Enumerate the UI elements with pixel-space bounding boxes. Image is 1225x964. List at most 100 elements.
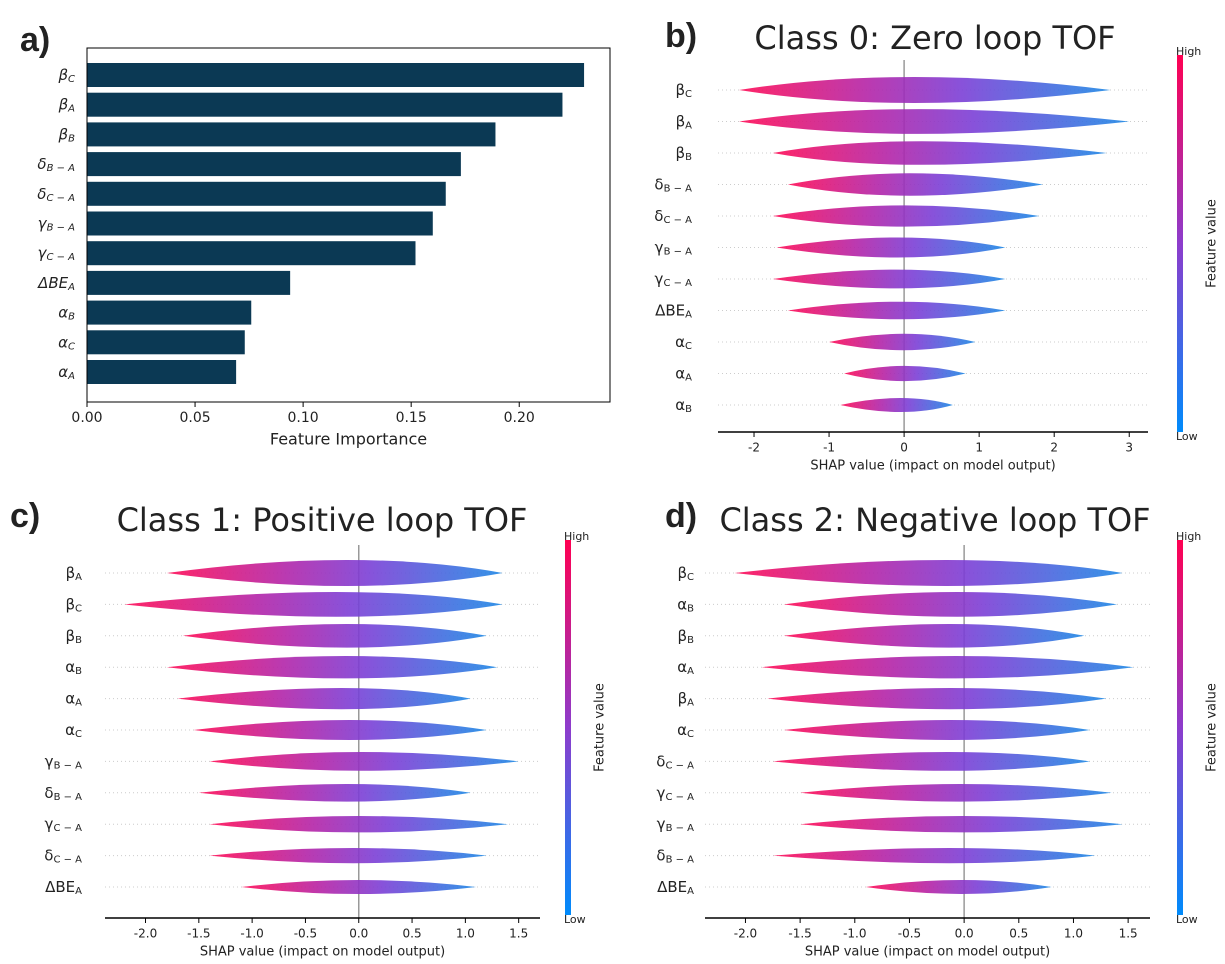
swarm: [739, 109, 1130, 134]
bar: [87, 152, 461, 177]
label-subscript: B: [685, 404, 692, 415]
y-tick-label: αB: [65, 658, 82, 678]
label-subscript: C − A: [46, 252, 75, 263]
label-subscript: B: [68, 312, 75, 323]
label-subscript: A: [75, 572, 82, 583]
label-subscript: C: [68, 341, 75, 352]
x-tick-label: 0.05: [179, 410, 210, 426]
y-tick-label: δB − A: [654, 175, 692, 195]
label-symbol: γ: [657, 815, 666, 833]
y-tick-label: αA: [677, 658, 694, 678]
swarm: [772, 141, 1107, 165]
label-symbol: γ: [38, 244, 48, 262]
y-tick-label: γC − A: [45, 815, 83, 835]
swarm: [772, 205, 1040, 227]
label-subscript: B: [687, 635, 694, 646]
x-tick-label: 1: [975, 441, 983, 455]
y-tick-label: αA: [65, 689, 82, 709]
label-subscript: B − A: [666, 855, 695, 866]
x-tick-label: 0.5: [1009, 927, 1028, 941]
y-tick-label: βB: [676, 144, 693, 164]
label-symbol: α: [65, 721, 75, 739]
label-subscript: C: [687, 572, 694, 583]
label-symbol: β: [678, 689, 688, 707]
y-tick-label: γB − A: [657, 815, 694, 835]
y-tick-label: δC − A: [656, 752, 694, 772]
label-subscript: A: [687, 886, 694, 897]
x-tick-label: 0.0: [349, 927, 368, 941]
label-symbol: δ: [44, 846, 53, 864]
swarm: [241, 880, 477, 894]
label-subscript: B: [685, 152, 692, 163]
x-tick-label: 0.5: [403, 927, 422, 941]
swarm: [783, 592, 1118, 617]
bar: [87, 241, 416, 266]
x-tick-label: 1.0: [1064, 927, 1083, 941]
swarm: [182, 624, 487, 648]
label-symbol: δ: [44, 783, 53, 801]
y-tick-label: ΔBEA: [655, 301, 692, 321]
label-symbol: α: [65, 689, 75, 707]
colorbar-label: Feature value: [1205, 683, 1220, 772]
x-tick-label: 0.20: [504, 410, 535, 426]
label-subscript: B − A: [54, 792, 83, 803]
colorbar-high: High: [564, 530, 589, 543]
x-tick-label: 1.5: [509, 927, 528, 941]
panel-label: c): [10, 497, 40, 535]
x-tick-label: -1.0: [843, 927, 866, 941]
swarm: [124, 592, 503, 617]
y-tick-label: δC − A: [44, 846, 82, 866]
y-tick-label: δC − A: [37, 184, 75, 204]
y-tick-label: δC − A: [654, 207, 692, 227]
y-tick-label: γC − A: [657, 783, 695, 803]
y-tick-label: γB − A: [655, 238, 692, 258]
label-subscript: C: [685, 341, 692, 352]
y-tick-label: γB − A: [45, 752, 82, 772]
swarm: [193, 720, 487, 740]
colorbar-high: High: [1176, 530, 1201, 543]
label-symbol: α: [677, 658, 687, 676]
x-tick-label: 0.15: [396, 410, 427, 426]
y-tick-label: αC: [677, 721, 694, 741]
swarm: [761, 656, 1134, 679]
label-symbol: α: [677, 595, 687, 613]
label-symbol: β: [58, 125, 69, 143]
swarm: [772, 752, 1090, 771]
label-subscript: B − A: [664, 247, 693, 258]
label-subscript: B: [687, 603, 694, 614]
chart-title: Class 1: Positive loop TOF: [117, 501, 528, 539]
bar: [87, 181, 446, 206]
label-symbol: α: [65, 658, 75, 676]
swarm: [198, 784, 471, 802]
label-symbol: β: [676, 144, 686, 162]
label-subscript: B − A: [666, 823, 695, 834]
swarm: [787, 173, 1043, 196]
swarm: [829, 333, 976, 351]
bar: [87, 211, 433, 236]
label-subscript: C − A: [53, 823, 82, 834]
x-tick-label: -2.0: [734, 927, 757, 941]
label-subscript: B − A: [54, 760, 83, 771]
colorbar-high: High: [1176, 45, 1201, 58]
colorbar-label: Feature value: [1205, 199, 1220, 288]
label-subscript: A: [75, 886, 82, 897]
label-subscript: A: [67, 104, 75, 115]
label-symbol: β: [65, 595, 75, 613]
label-subscript: C − A: [53, 855, 82, 866]
x-tick-label: -2: [748, 441, 760, 455]
label-subscript: A: [685, 121, 692, 132]
x-axis-label: SHAP value (impact on model output): [810, 459, 1055, 474]
label-subscript: C: [75, 603, 82, 614]
x-tick-label: 0.0: [955, 927, 974, 941]
label-symbol: α: [677, 721, 687, 739]
label-symbol: α: [58, 333, 68, 351]
y-tick-label: βC: [675, 81, 692, 101]
swarm: [865, 880, 1052, 894]
label-symbol: α: [675, 364, 685, 382]
x-axis-label: Feature Importance: [270, 430, 427, 449]
colorbar: [1177, 540, 1183, 915]
swarm: [783, 720, 1090, 740]
swarm: [177, 688, 471, 710]
colorbar-low: Low: [1176, 913, 1198, 926]
label-symbol: β: [58, 95, 69, 113]
